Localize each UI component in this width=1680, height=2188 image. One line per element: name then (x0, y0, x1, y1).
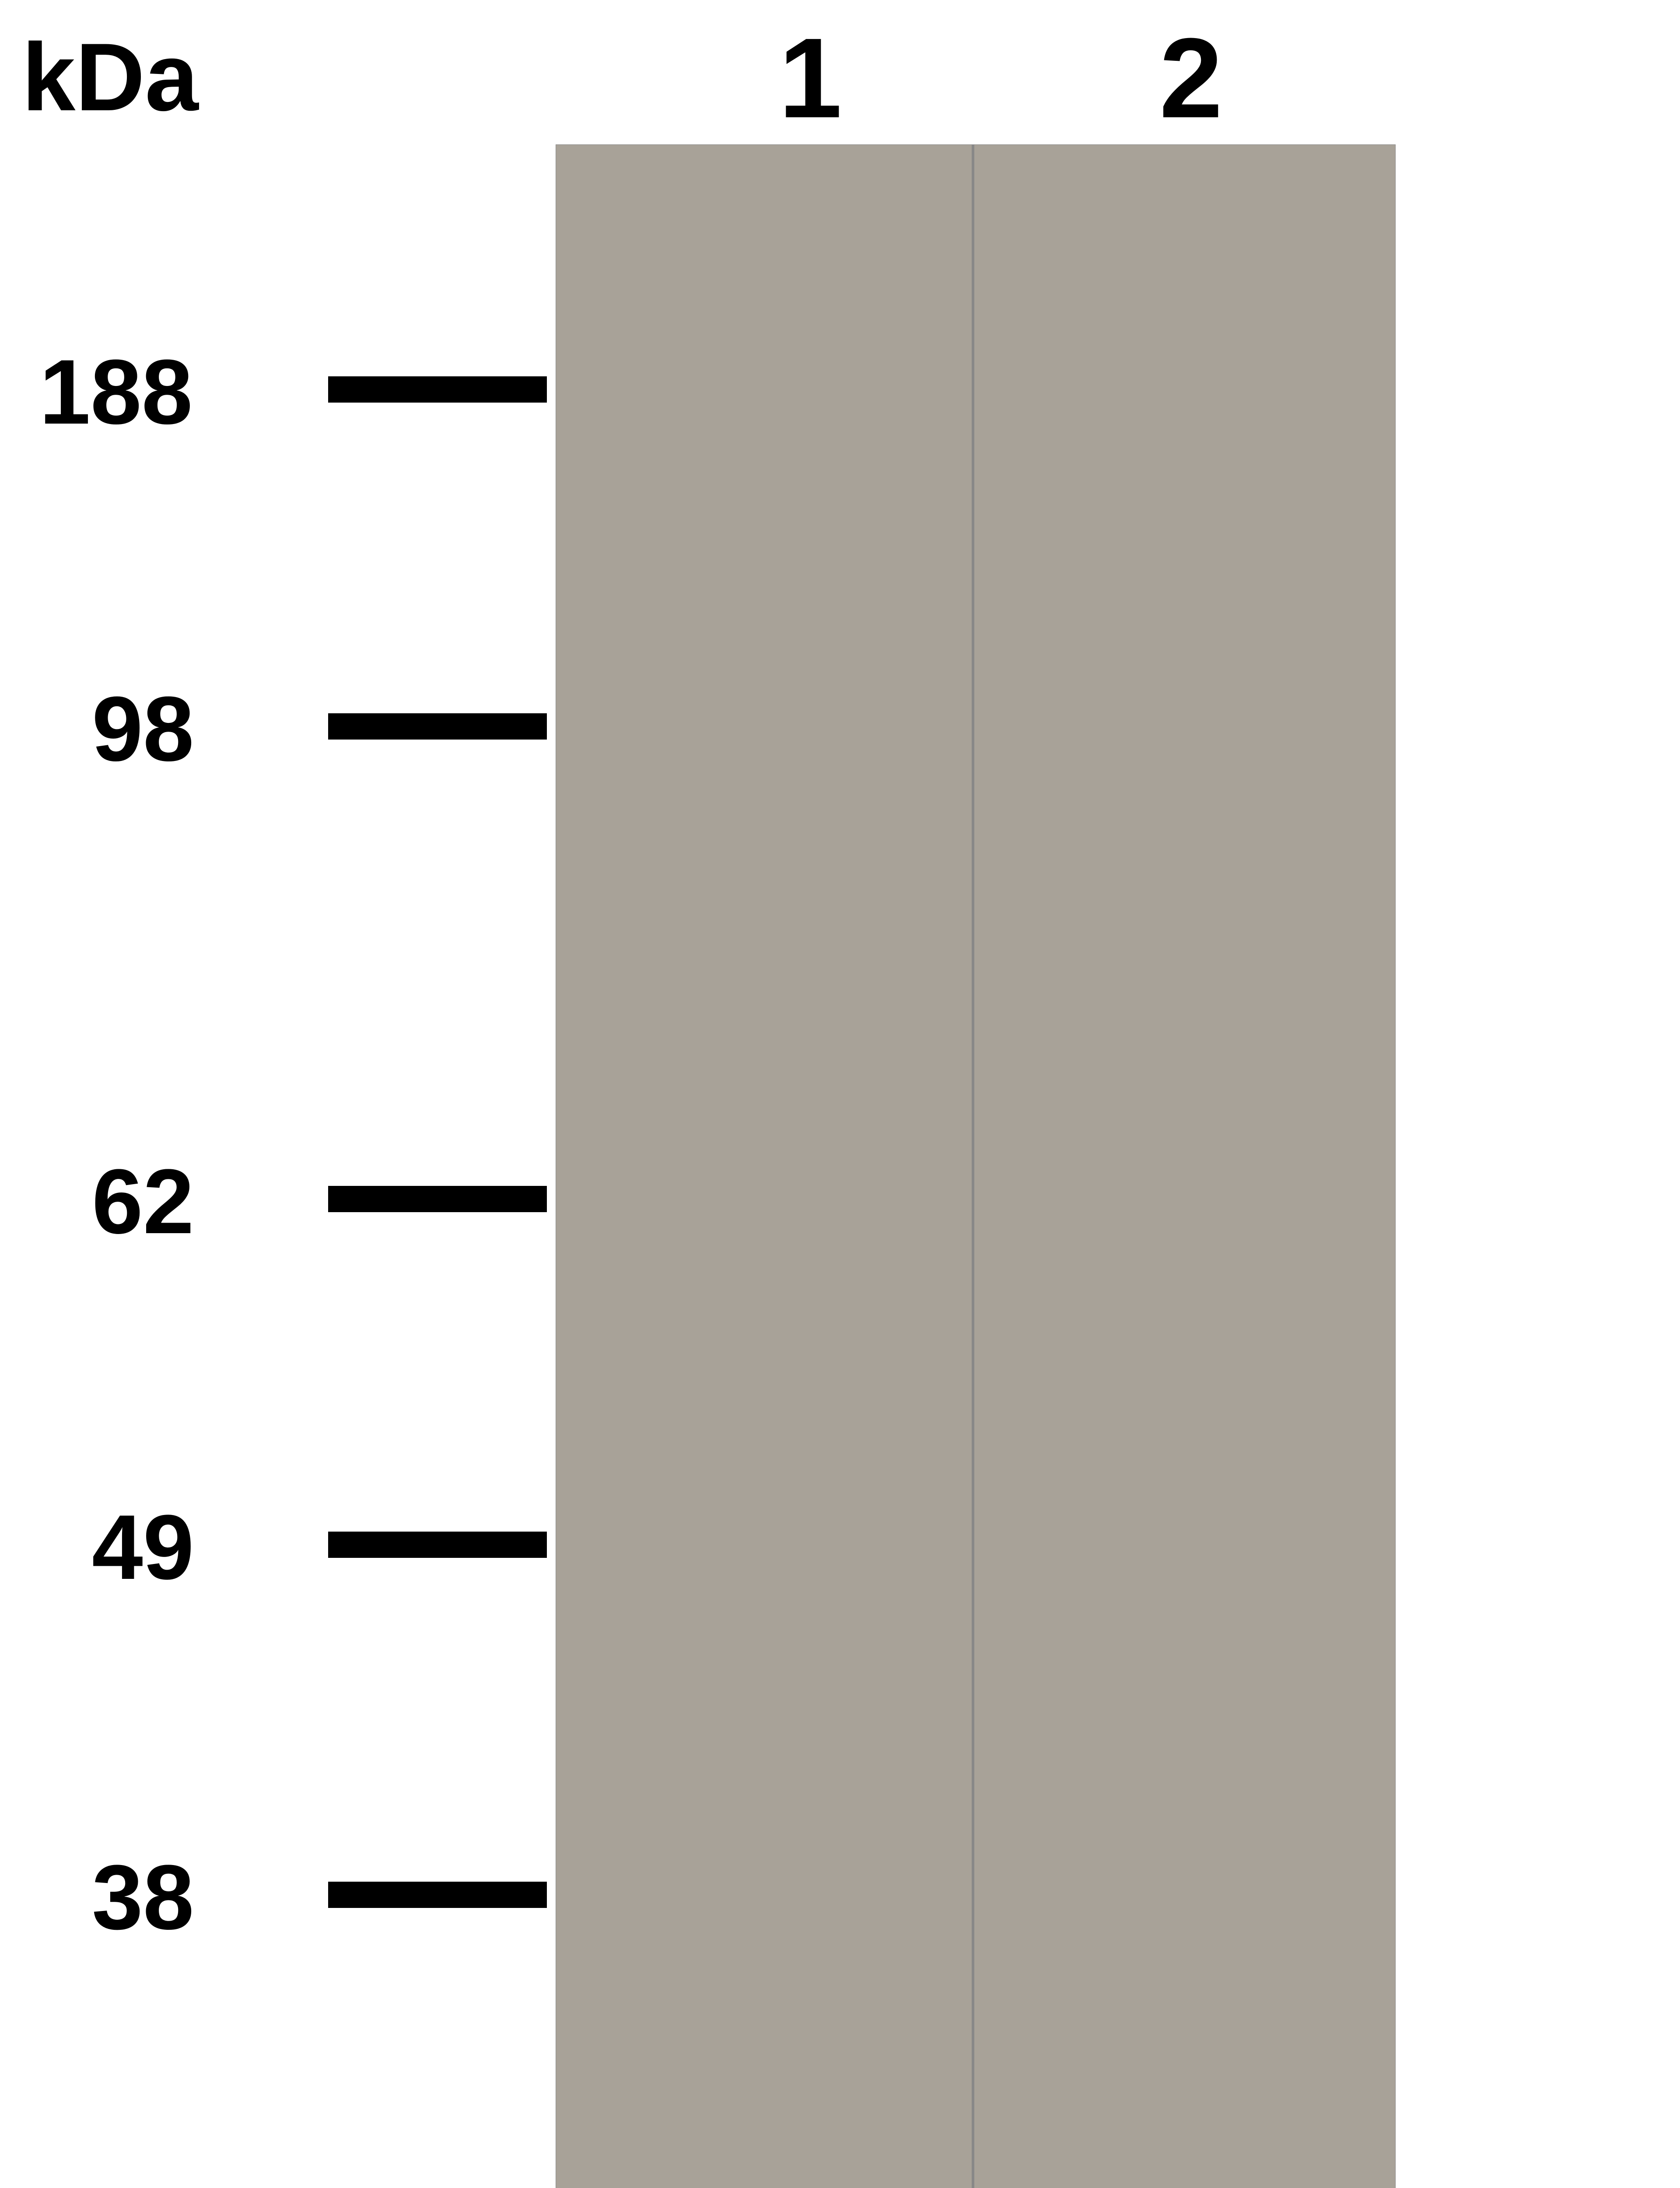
marker-label-188: 188 (39, 339, 192, 445)
marker-tick-188 (328, 376, 547, 403)
marker-tick-98 (328, 713, 547, 740)
marker-tick-38 (328, 1882, 547, 1908)
marker-label-49: 49 (92, 1494, 194, 1600)
western-blot-figure: kDa 1 2 188 98 62 49 38 28 17 14 6 3 (0, 0, 1680, 2188)
marker-label-98: 98 (92, 676, 194, 782)
units-label: kDa (22, 22, 199, 133)
marker-tick-49 (328, 1532, 547, 1558)
lane-separator (972, 145, 974, 2188)
blot-membrane (556, 144, 1396, 2188)
marker-label-38: 38 (92, 1844, 194, 1950)
marker-label-62: 62 (92, 1149, 194, 1255)
lane-label-2: 2 (1159, 13, 1223, 144)
lane-label-1: 1 (779, 13, 842, 144)
marker-tick-62 (328, 1186, 547, 1212)
